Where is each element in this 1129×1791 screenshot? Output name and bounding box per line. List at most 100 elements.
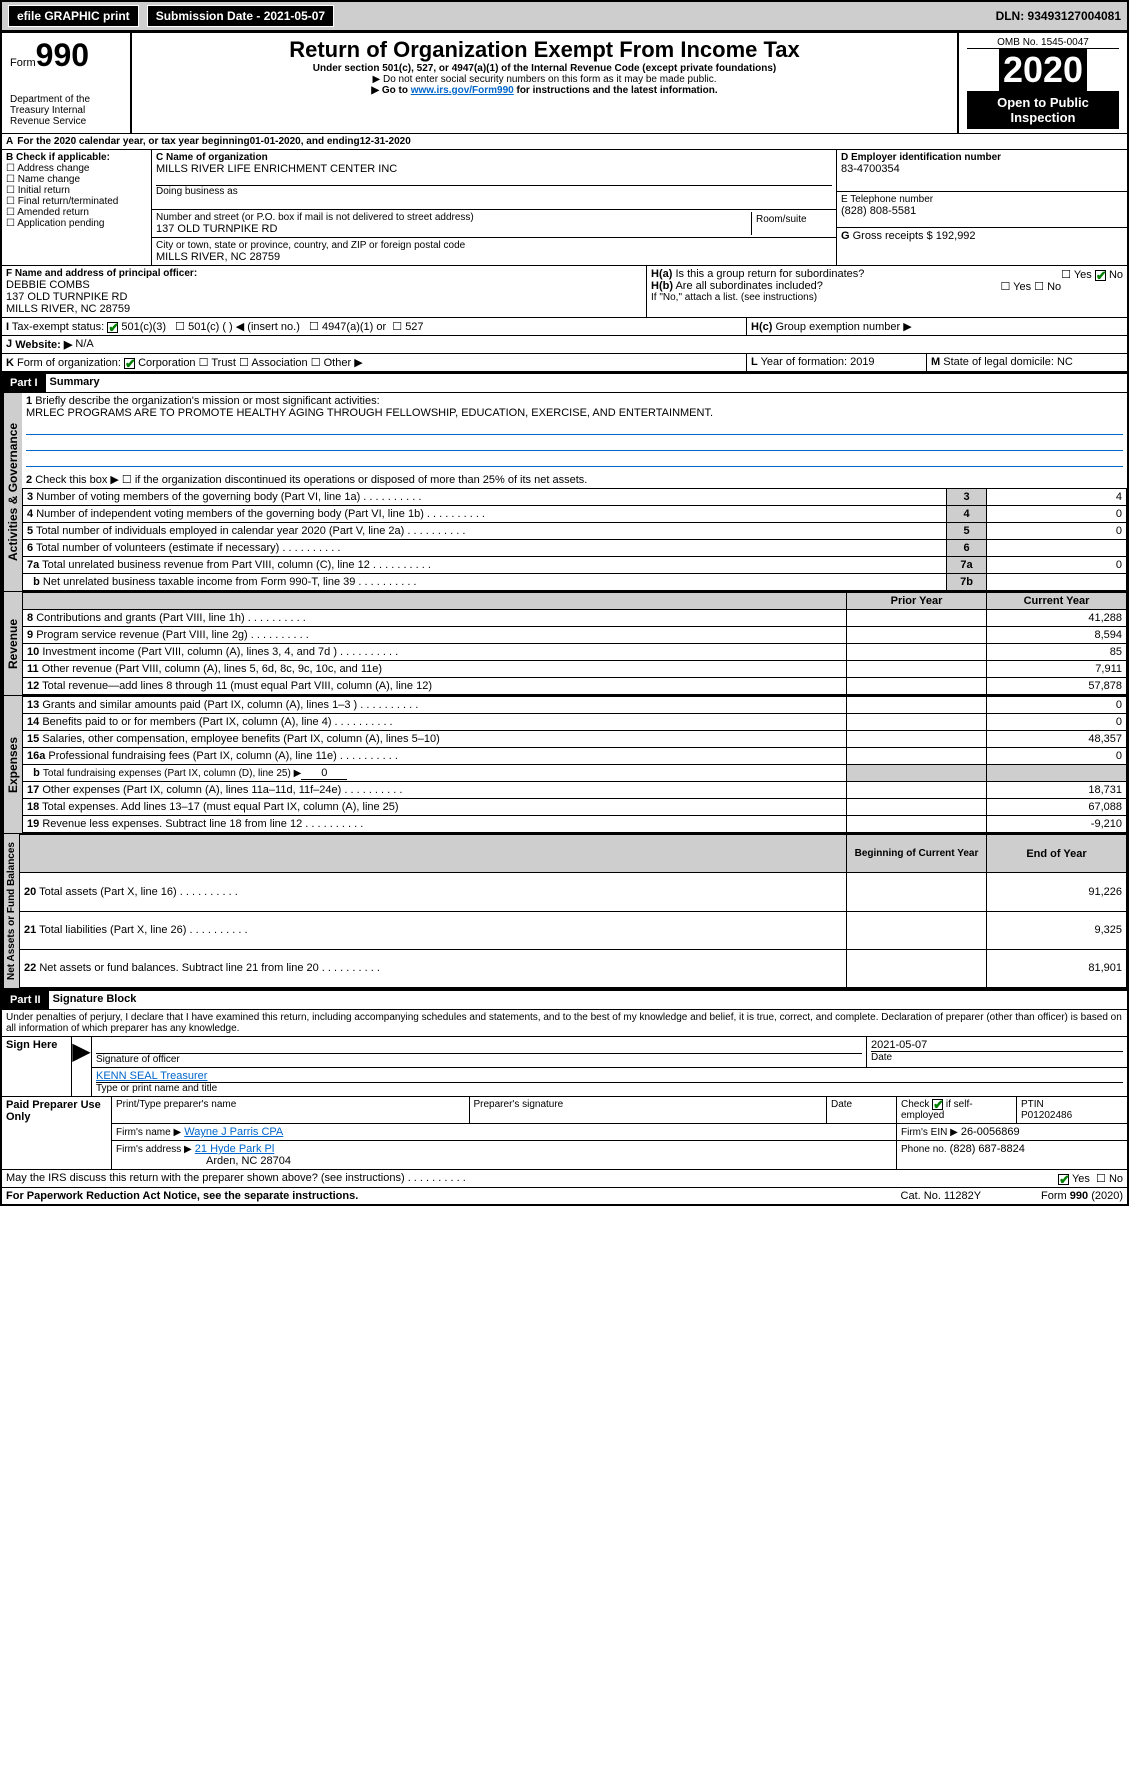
- org-addr: 137 OLD TURNPIKE RD: [156, 223, 751, 235]
- ha-no-check[interactable]: [1095, 270, 1106, 281]
- box-g-label: G: [841, 230, 850, 242]
- firm-phone: (828) 687-8824: [950, 1143, 1025, 1155]
- sig-officer-label: Signature of officer: [96, 1053, 862, 1065]
- date-label: Date: [871, 1051, 1123, 1063]
- line10-val: 85: [987, 644, 1127, 661]
- begin-head: Beginning of Current Year: [847, 835, 987, 873]
- line8-val: 41,288: [987, 610, 1127, 627]
- i-row: I Tax-exempt status: 501(c)(3) ☐ 501(c) …: [0, 317, 1129, 336]
- ag-section: Activities & Governance 1 Briefly descri…: [0, 393, 1129, 592]
- footer-row: For Paperwork Reduction Act Notice, see …: [0, 1188, 1129, 1206]
- may-irs-text: May the IRS discuss this return with the…: [6, 1172, 466, 1185]
- firm-addr-link[interactable]: 21 Hyde Park Pl: [195, 1143, 274, 1155]
- prep-sig-label: Preparer's signature: [470, 1097, 828, 1123]
- type-print-label: Type or print name and title: [96, 1082, 1123, 1094]
- state-domicile: NC: [1057, 356, 1073, 368]
- line4-val: 0: [987, 506, 1127, 523]
- corp-check[interactable]: [124, 358, 135, 369]
- box-e-label: E Telephone number: [841, 194, 1123, 205]
- self-emp-cell: Check if self-employed: [897, 1097, 1017, 1123]
- info-block: B Check if applicable: ☐ Address change …: [0, 150, 1129, 265]
- dln-label: DLN: 93493127004081: [996, 9, 1121, 23]
- ptin-value: P01202486: [1021, 1110, 1072, 1121]
- officer-name-link[interactable]: KENN SEAL Treasurer: [96, 1070, 207, 1082]
- cat-no: Cat. No. 11282Y: [901, 1190, 982, 1202]
- officer-addr1: 137 OLD TURNPIKE RD: [6, 291, 642, 303]
- vert-rev: Revenue: [2, 592, 22, 695]
- ein-value: 83-4700354: [841, 163, 1123, 175]
- opt-initial: ☐ Initial return: [6, 185, 147, 196]
- paperwork-text: For Paperwork Reduction Act Notice, see …: [6, 1190, 358, 1202]
- prior-head: Prior Year: [847, 593, 987, 610]
- end-head: End of Year: [987, 835, 1127, 873]
- period-mid: , and ending: [301, 136, 360, 147]
- opt-amended: ☐ Amended return: [6, 207, 147, 218]
- sub3-post: for instructions and the latest informat…: [514, 85, 718, 96]
- omb-label: OMB No. 1545-0047: [967, 37, 1119, 49]
- part2-header: Part II Signature Block: [0, 989, 1129, 1010]
- form-number: 990: [36, 37, 89, 73]
- box-b-label: B Check if applicable:: [6, 152, 147, 163]
- line13-val: 0: [987, 697, 1127, 714]
- line9-val: 8,594: [987, 627, 1127, 644]
- subtitle3: ▶ Go to www.irs.gov/Form990 for instruct…: [140, 85, 949, 96]
- opt-final: ☐ Final return/terminated: [6, 196, 147, 207]
- period-pre: For the 2020 calendar year, or tax year …: [17, 136, 249, 147]
- period-end: 12-31-2020: [360, 136, 411, 147]
- line1-text: Briefly describe the organization's miss…: [35, 395, 379, 407]
- hc-text: Group exemption number ▶: [775, 321, 911, 333]
- firm-name-link[interactable]: Wayne J Parris CPA: [184, 1126, 283, 1138]
- 501c3-check[interactable]: [107, 322, 118, 333]
- submission-button[interactable]: Submission Date - 2021-05-07: [147, 5, 334, 27]
- vert-exp: Expenses: [2, 696, 22, 833]
- part1-label: Part I: [2, 374, 46, 392]
- period-row: A For the 2020 calendar year, or tax yea…: [0, 134, 1129, 150]
- line2-text: Check this box ▶ ☐ if the organization d…: [35, 474, 587, 486]
- line5-val: 0: [987, 523, 1127, 540]
- firm-ein: 26-0056869: [961, 1126, 1020, 1138]
- org-city: MILLS RIVER, NC 28759: [156, 251, 832, 263]
- gross-label: Gross receipts $: [853, 230, 933, 242]
- line14-val: 0: [987, 714, 1127, 731]
- net-section: Net Assets or Fund Balances Beginning of…: [0, 834, 1129, 989]
- current-head: Current Year: [987, 593, 1127, 610]
- sub3-pre: ▶ Go to: [371, 85, 410, 96]
- top-bar: efile GRAPHIC print Submission Date - 20…: [0, 0, 1129, 32]
- efile-button[interactable]: efile GRAPHIC print: [8, 5, 139, 27]
- line17-val: 18,731: [987, 782, 1127, 799]
- org-name: MILLS RIVER LIFE ENRICHMENT CENTER INC: [156, 163, 832, 175]
- line7a-val: 0: [987, 557, 1127, 574]
- part1-title: Summary: [46, 374, 104, 392]
- may-yes-check[interactable]: [1058, 1174, 1069, 1185]
- i-label: I: [6, 321, 9, 333]
- line16b-val: 0: [301, 767, 347, 780]
- exp-section: Expenses 13 Grants and similar amounts p…: [0, 696, 1129, 834]
- hb-note: If "No," attach a list. (see instruction…: [651, 292, 1123, 303]
- officer-name: DEBBIE COMBS: [6, 279, 642, 291]
- subtitle1: Under section 501(c), 527, or 4947(a)(1)…: [140, 63, 949, 74]
- officer-addr2: MILLS RIVER, NC 28759: [6, 303, 642, 315]
- open-public-badge: Open to Public Inspection: [967, 91, 1119, 129]
- dept-label: Department of the Treasury Internal Reve…: [10, 94, 122, 127]
- line20-val: 91,226: [987, 873, 1127, 911]
- self-emp-check[interactable]: [932, 1099, 943, 1110]
- paid-label: Paid Preparer Use Only: [2, 1097, 112, 1169]
- city-label: City or town, state or province, country…: [156, 240, 832, 251]
- i-text: Tax-exempt status:: [12, 321, 104, 333]
- vert-ag: Activities & Governance: [2, 393, 22, 591]
- sign-arrow-icon: ▶: [72, 1037, 92, 1096]
- sign-here-label: Sign Here: [2, 1037, 72, 1096]
- instructions-link[interactable]: www.irs.gov/Form990: [411, 85, 514, 96]
- part1-header: Part I Summary: [0, 372, 1129, 393]
- line3-val: 4: [987, 489, 1127, 506]
- mission-text: MRLEC PROGRAMS ARE TO PROMOTE HEALTHY AG…: [26, 407, 713, 419]
- line18-val: 67,088: [987, 799, 1127, 816]
- tax-year: 2020: [999, 49, 1087, 91]
- line15-val: 48,357: [987, 731, 1127, 748]
- hc-label: H(c): [751, 321, 772, 333]
- line22-val: 81,901: [987, 949, 1127, 987]
- ha-row: H(a) Is this a group return for subordin…: [651, 268, 1123, 280]
- firm-city: Arden, NC 28704: [116, 1155, 291, 1167]
- klm-row: K Form of organization: Corporation ☐ Tr…: [0, 354, 1129, 372]
- form-title: Return of Organization Exempt From Incom…: [140, 37, 949, 63]
